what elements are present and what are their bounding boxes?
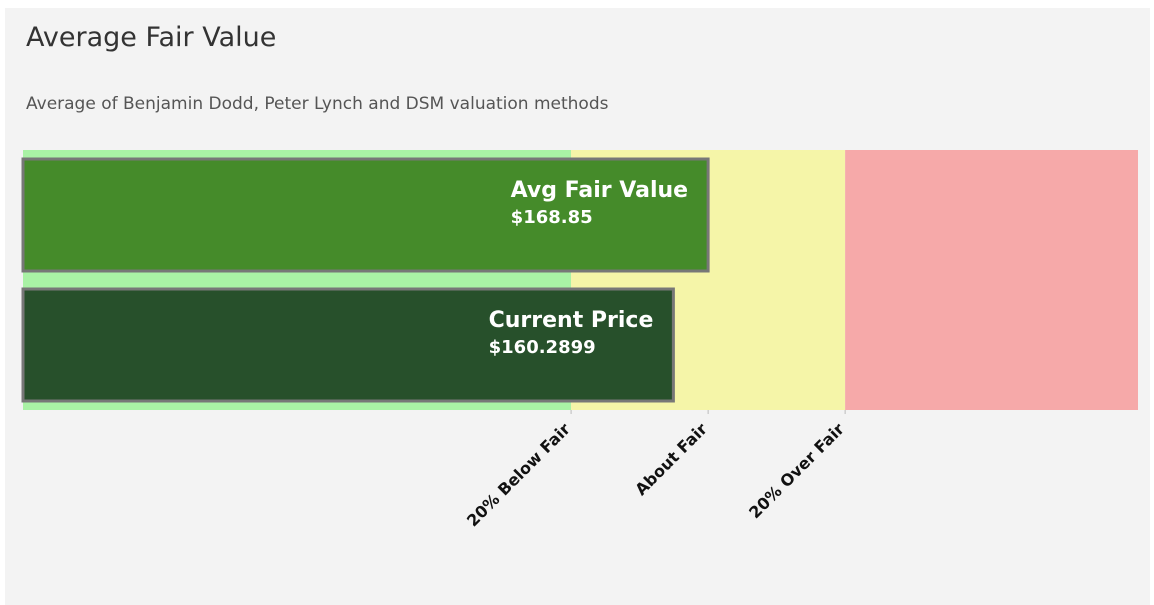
bar-value-label: $168.85 xyxy=(511,207,593,228)
bar xyxy=(21,287,675,403)
chart-title: Average Fair Value xyxy=(26,22,276,53)
chart-subtitle: Average of Benjamin Dodd, Peter Lynch an… xyxy=(26,94,609,114)
bar-label: Avg Fair Value xyxy=(511,178,688,203)
bar-value-label: $160.2899 xyxy=(489,337,596,358)
bar xyxy=(21,157,710,273)
zone xyxy=(845,150,1138,410)
bar-label: Current Price xyxy=(489,308,654,333)
